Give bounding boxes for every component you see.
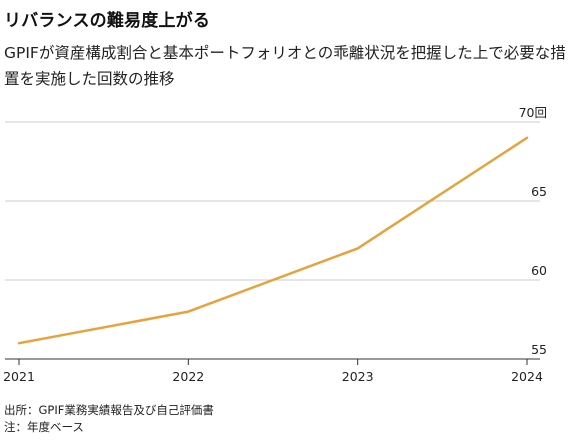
x-tick-label-2022: 2022: [172, 369, 204, 384]
y-tick-label-65: 65: [531, 184, 547, 199]
line-chart: 55 60 65 70回 2021 2022 2023 2024: [3, 105, 547, 384]
y-axis-ticks: 55 60 65 70回: [519, 105, 547, 357]
y-tick-label-70: 70回: [519, 105, 547, 120]
gridlines: [5, 121, 540, 281]
chart-footer: 出所：GPIF業務実績報告及び自己評価書 注：年度ベース: [4, 402, 214, 436]
x-tick-label-2023: 2023: [342, 369, 374, 384]
x-tick-label-2024: 2024: [511, 369, 543, 384]
x-axis-ticks: 2021 2022 2023 2024: [3, 359, 543, 384]
chart-subtitle: GPIFが資産構成割合と基本ポートフォリオとの乖離状況を把握した上で必要な措置を…: [4, 44, 566, 88]
series-line-0: [17, 136, 529, 345]
fiscal-year-note: 注：年度ベース: [4, 420, 84, 434]
series-lines: [17, 136, 529, 345]
x-tick-label-2021: 2021: [3, 369, 35, 384]
source-note: 出所：GPIF業務実績報告及び自己評価書: [4, 403, 214, 417]
chart-title: リバランスの難易度上がる: [4, 11, 211, 31]
y-tick-label-55: 55: [531, 342, 547, 357]
y-tick-label-60: 60: [531, 263, 547, 278]
